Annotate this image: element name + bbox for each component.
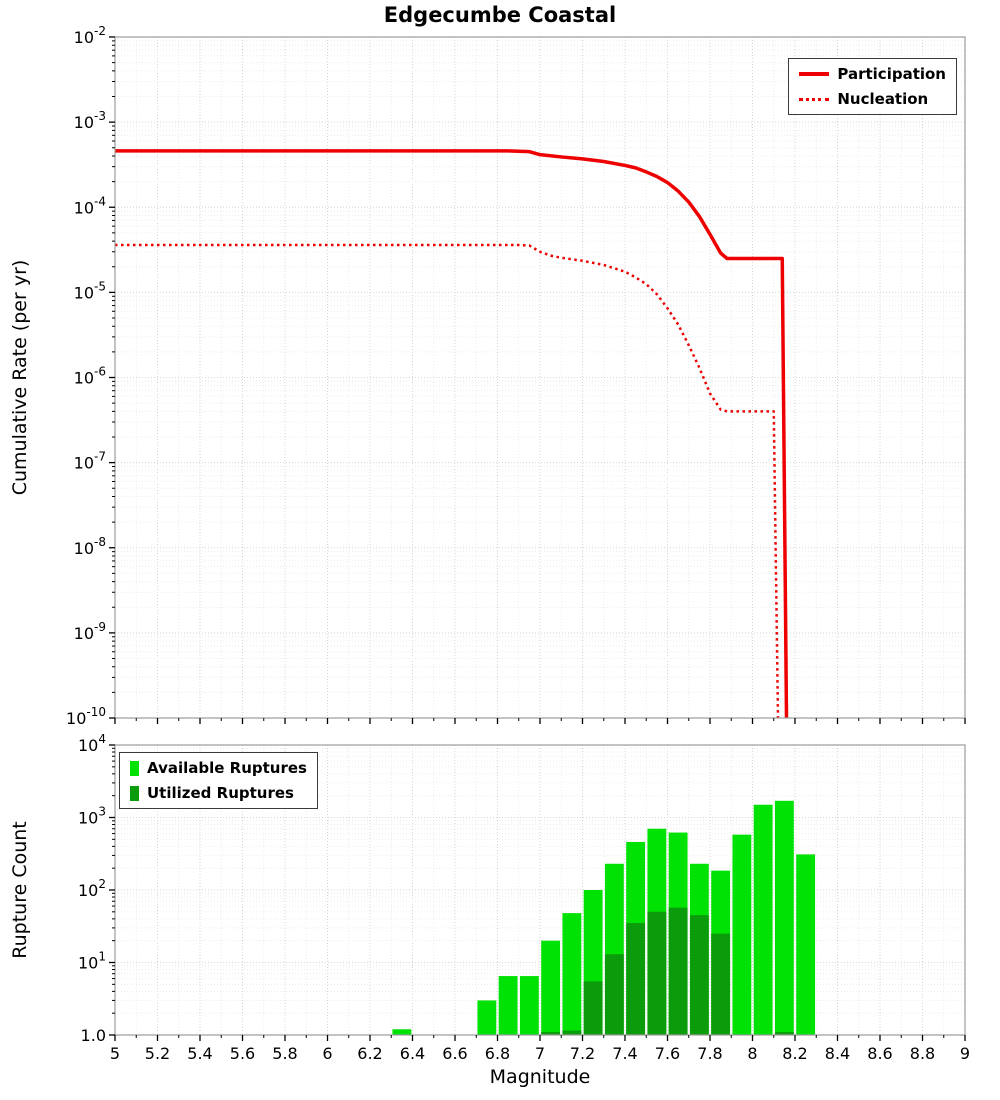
- svg-text:6.8: 6.8: [485, 1044, 510, 1063]
- bar: [392, 1029, 412, 1035]
- x-axis-label: Magnitude: [490, 1066, 591, 1088]
- svg-text:102: 102: [78, 877, 106, 900]
- legend-item-nucleation: Nucleation: [799, 90, 946, 108]
- svg-text:7: 7: [535, 1044, 545, 1063]
- svg-text:10-2: 10-2: [74, 24, 106, 47]
- utilized-legend-label: Utilized Ruptures: [147, 784, 294, 802]
- svg-text:6.2: 6.2: [357, 1044, 382, 1063]
- nucleation-legend-label: Nucleation: [837, 90, 929, 108]
- svg-text:10-9: 10-9: [74, 620, 106, 643]
- svg-text:7.8: 7.8: [697, 1044, 722, 1063]
- svg-text:5.8: 5.8: [272, 1044, 297, 1063]
- svg-text:10-4: 10-4: [74, 194, 106, 217]
- bar: [689, 915, 709, 1035]
- svg-text:8.4: 8.4: [825, 1044, 850, 1063]
- bar: [774, 1031, 794, 1035]
- svg-text:104: 104: [78, 732, 106, 755]
- bar: [477, 1000, 497, 1035]
- svg-text:5.4: 5.4: [187, 1044, 212, 1063]
- grid: [115, 744, 965, 1036]
- bar: [626, 923, 646, 1035]
- utilized-ruptures-bars: [541, 907, 794, 1035]
- axes: 104 103 102 101 1.05 5.2 5.4 5.6 5.8 6 6.2 6.4 6.6 6.…: [78, 732, 970, 1063]
- bar: [541, 940, 561, 1035]
- svg-text:8: 8: [747, 1044, 757, 1063]
- bar: [796, 854, 816, 1035]
- participation-legend-label: Participation: [837, 65, 946, 83]
- svg-text:8.6: 8.6: [867, 1044, 892, 1063]
- svg-text:10-8: 10-8: [74, 535, 106, 558]
- svg-text:7.4: 7.4: [612, 1044, 637, 1063]
- count-y-axis-label: Rupture Count: [9, 821, 31, 959]
- legend-item-available: Available Ruptures: [130, 759, 307, 777]
- svg-text:7.6: 7.6: [655, 1044, 680, 1063]
- nucleation-line: [115, 243, 780, 719]
- bar: [774, 800, 794, 1035]
- utilized-ruptures-swatch: [130, 785, 139, 801]
- svg-text:8.2: 8.2: [782, 1044, 807, 1063]
- bar: [519, 976, 539, 1035]
- bar: [668, 907, 688, 1035]
- svg-text:5: 5: [110, 1044, 120, 1063]
- legend-item-participation: Participation: [799, 65, 946, 83]
- axes: 10-2 10-3 10-4 10-5 10-6 10-7 10-8 10-9 10-10: [66, 24, 966, 728]
- nucleation-line-swatch: [799, 97, 830, 101]
- svg-text:5.6: 5.6: [230, 1044, 255, 1063]
- participation-line-swatch: [799, 72, 830, 76]
- svg-text:6: 6: [322, 1044, 332, 1063]
- svg-text:1.0: 1.0: [81, 1026, 106, 1045]
- bar: [711, 933, 731, 1035]
- svg-text:8.8: 8.8: [910, 1044, 935, 1063]
- rate-legend: Participation Nucleation: [788, 58, 957, 115]
- bar: [562, 1030, 582, 1035]
- svg-text:10-5: 10-5: [74, 279, 106, 302]
- page-title: Edgecumbe Coastal: [383, 3, 617, 27]
- svg-text:10-3: 10-3: [74, 109, 106, 132]
- bar: [498, 976, 518, 1035]
- bar: [541, 1031, 561, 1035]
- bar: [753, 804, 773, 1035]
- svg-text:10-10: 10-10: [66, 705, 106, 728]
- available-ruptures-swatch: [130, 760, 139, 776]
- bar: [583, 981, 603, 1035]
- bar: [732, 834, 752, 1035]
- available-legend-label: Available Ruptures: [147, 759, 307, 777]
- svg-text:6.4: 6.4: [400, 1044, 425, 1063]
- svg-text:10-7: 10-7: [74, 450, 106, 473]
- svg-text:103: 103: [78, 805, 106, 828]
- svg-text:101: 101: [78, 950, 106, 973]
- svg-text:7.2: 7.2: [570, 1044, 595, 1063]
- bar: [562, 913, 582, 1035]
- rupture-legend: Available Ruptures Utilized Ruptures: [119, 752, 318, 809]
- rate-y-axis-label: Cumulative Rate (per yr): [9, 260, 31, 496]
- svg-text:10-6: 10-6: [74, 365, 106, 388]
- legend-item-utilized: Utilized Ruptures: [130, 784, 307, 802]
- svg-text:5.2: 5.2: [145, 1044, 170, 1063]
- grid: [115, 36, 965, 719]
- svg-text:9: 9: [960, 1044, 970, 1063]
- bar: [604, 954, 624, 1035]
- svg-text:6.6: 6.6: [442, 1044, 467, 1063]
- participation-line: [115, 149, 789, 719]
- bar: [647, 911, 667, 1035]
